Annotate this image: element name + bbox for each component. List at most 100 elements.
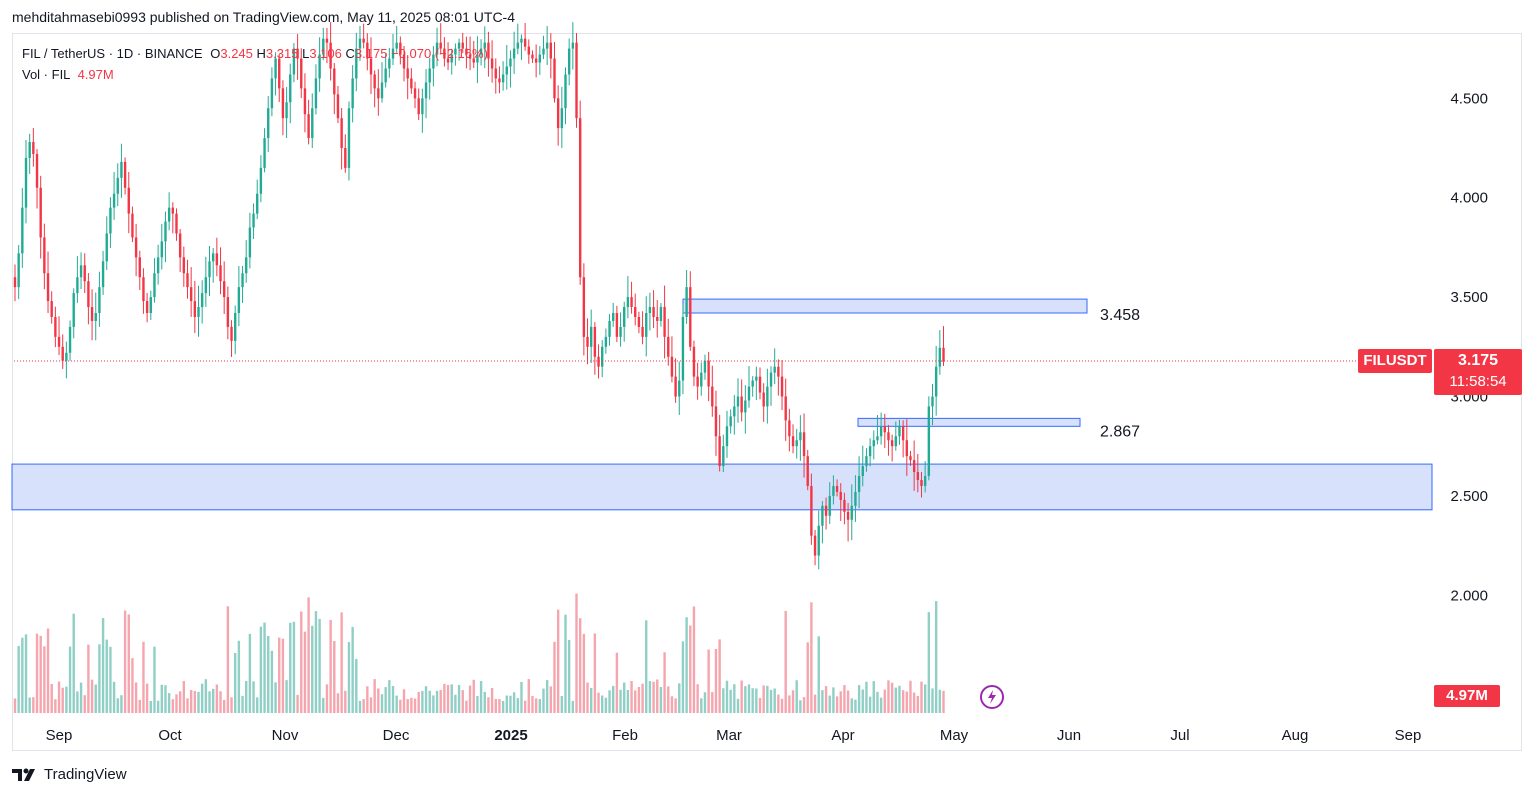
candle <box>931 383 934 426</box>
candle <box>347 101 351 181</box>
volume-bar <box>57 681 61 713</box>
zone-label-3.458: 3.458 <box>1100 307 1140 324</box>
candle <box>615 305 619 343</box>
volume-bar <box>428 690 431 713</box>
volume-bar <box>208 691 211 713</box>
volume-bar <box>722 688 725 713</box>
candle <box>189 267 193 317</box>
volume-bar <box>758 697 762 713</box>
volume-bar <box>931 688 934 713</box>
volume-bar <box>43 646 46 713</box>
candle <box>109 197 112 248</box>
zone-1[interactable] <box>857 417 1081 427</box>
candle <box>156 244 160 285</box>
volume-bar <box>678 683 681 713</box>
candle <box>153 258 156 303</box>
candle <box>549 33 553 79</box>
x-tick-nov: Nov <box>272 727 299 744</box>
candle <box>46 251 50 314</box>
volume-bar <box>608 690 611 713</box>
candle <box>98 271 101 327</box>
candle <box>395 26 398 53</box>
volume-bar <box>285 680 288 713</box>
candle <box>725 410 729 458</box>
low-label: L <box>302 46 310 61</box>
symbol-tag: FILUSDT <box>1358 349 1432 373</box>
candle <box>784 378 787 441</box>
candle <box>369 37 373 95</box>
volume-bar <box>237 640 241 713</box>
last-price: 3.175 <box>1457 352 1499 369</box>
candle <box>509 50 512 88</box>
y-tick-3.500: 3.500 <box>1450 289 1488 306</box>
volume-bar <box>50 683 53 713</box>
volume-bar <box>575 593 578 713</box>
candle <box>854 475 857 522</box>
candle <box>545 26 549 65</box>
x-tick-jul: Jul <box>1170 727 1189 744</box>
volume-bar <box>813 694 817 713</box>
candle <box>857 456 861 509</box>
volume-bar <box>120 695 123 713</box>
y-tick-2.500: 2.500 <box>1450 488 1488 505</box>
volume-label[interactable]: Vol · FIL <box>22 67 70 82</box>
candle <box>923 461 927 493</box>
candle <box>28 133 31 174</box>
volume-bar <box>890 682 894 713</box>
volume-bar <box>887 680 890 713</box>
volume-bar <box>13 698 17 713</box>
candle <box>527 39 530 64</box>
volume-bar <box>479 681 483 713</box>
volume-value: 4.97M <box>77 67 114 82</box>
candle <box>593 322 597 375</box>
volume-bar <box>762 685 765 713</box>
candle <box>553 41 556 103</box>
candle <box>303 73 307 133</box>
volume-bar <box>578 618 582 713</box>
volume-bar <box>630 680 633 713</box>
candle <box>905 419 909 476</box>
candle <box>149 290 152 320</box>
candle <box>505 45 508 90</box>
volume-bar <box>634 690 637 713</box>
volume-bar <box>733 684 736 713</box>
volume-bar <box>329 619 332 713</box>
zone-0[interactable] <box>682 298 1088 314</box>
volume-bar <box>553 641 556 713</box>
volume-bar <box>134 682 138 713</box>
alert-icon[interactable] <box>980 685 1004 709</box>
candle <box>57 316 61 356</box>
volume-bar <box>296 694 299 713</box>
volume-bar <box>612 685 615 713</box>
candle <box>410 68 413 94</box>
candle <box>512 31 516 74</box>
volume-bar <box>171 699 175 713</box>
volume-bar <box>450 684 453 713</box>
y-tick-4.000: 4.000 <box>1450 190 1488 207</box>
candle <box>402 45 406 82</box>
candle <box>289 63 292 124</box>
volume-bar <box>178 691 182 713</box>
candle <box>380 62 384 103</box>
candle <box>142 268 145 314</box>
tradingview-brand[interactable]: TradingView <box>12 766 127 783</box>
candle <box>21 187 24 268</box>
candle <box>740 379 743 422</box>
volume-bar <box>564 614 567 713</box>
volume-bar <box>938 689 942 713</box>
symbol-name[interactable]: FIL / TetherUS · 1D · BINANCE <box>22 46 203 61</box>
zone-2[interactable] <box>11 463 1433 511</box>
volume-bar <box>520 681 523 713</box>
volume-bar <box>645 620 648 713</box>
candle <box>865 448 868 472</box>
volume-bar <box>344 690 347 713</box>
candle <box>846 502 850 542</box>
volume-bar <box>601 695 604 713</box>
volume-bar <box>311 625 314 713</box>
candle <box>358 25 362 61</box>
volume-bar <box>799 700 802 713</box>
volume-bar <box>175 694 178 713</box>
volume-bar <box>509 695 512 713</box>
candle <box>872 430 875 460</box>
